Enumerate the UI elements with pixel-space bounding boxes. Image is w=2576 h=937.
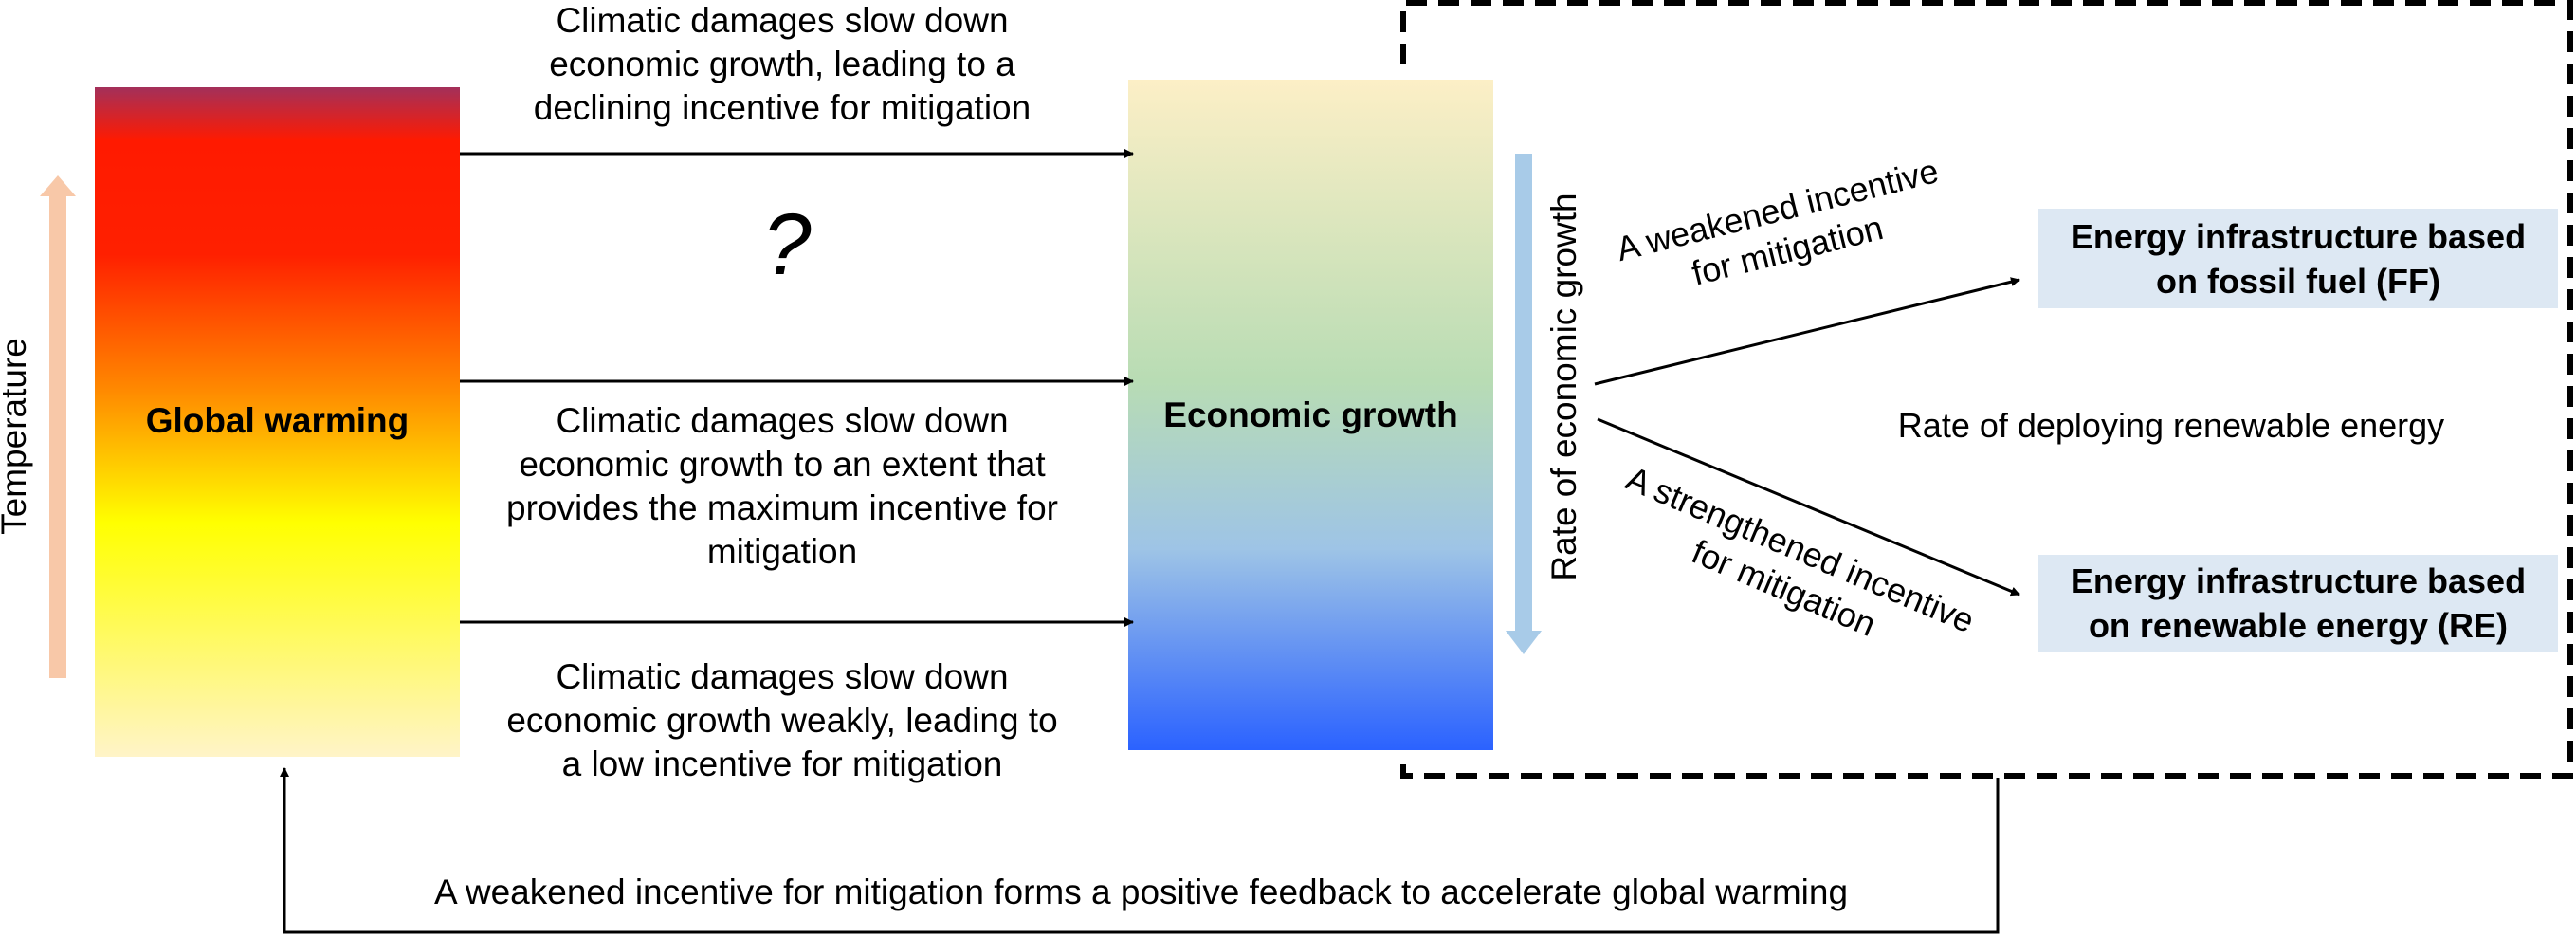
renewable-energy-box: Energy infrastructure based on renewable… [2038,555,2558,652]
economic-growth-box [1128,80,1493,750]
strengthened-branch-arrow [1597,417,2020,597]
global-warming-box [95,87,460,757]
question-mark: ? [762,196,812,293]
economic-growth-label: Economic growth [1163,395,1458,434]
pathway-text-top: Climatic damages slow down economic grow… [533,1,1032,127]
temperature-arrow [40,175,76,678]
fossil-fuel-box: Energy infrastructure based on fossil fu… [2038,209,2558,308]
dashed-frame [1400,0,2573,779]
weakened-branch-arrow [1594,277,2020,386]
growth-rate-arrow [1506,154,1542,654]
feedback-loop-arrow [280,767,2000,934]
renewable-deployment-label: Rate of deploying renewable energy [1897,406,2445,445]
global-warming-label: Global warming [145,401,410,440]
feedback-text: A weakened incentive for mitigation form… [433,873,1849,911]
pathway-text-bottom: Climatic damages slow down economic grow… [506,657,1058,783]
pathway-text-middle: Climatic damages slow down economic grow… [506,401,1058,571]
